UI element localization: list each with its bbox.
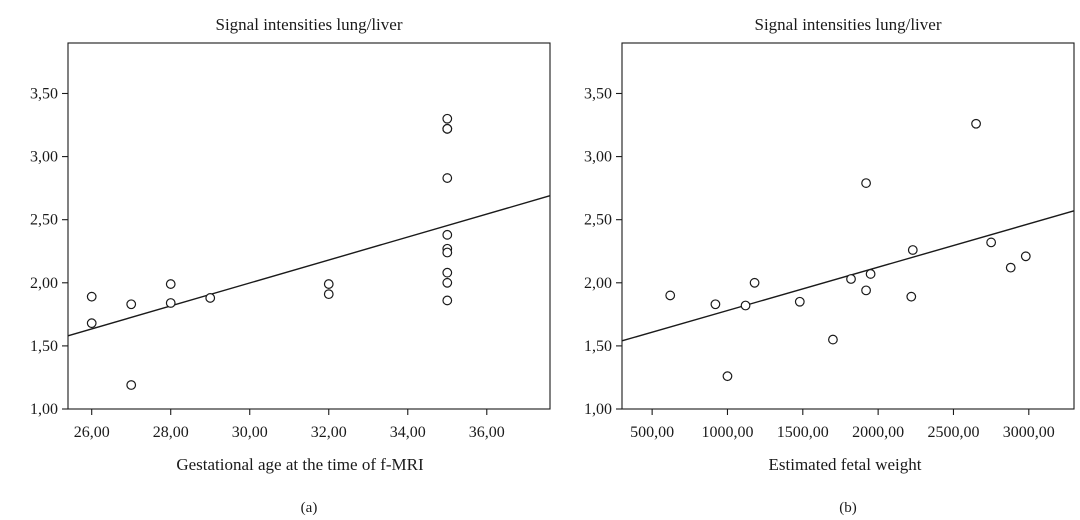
y-tick-label-b: 3,00 <box>584 149 612 166</box>
x-tick-label-b: 2000,00 <box>852 424 904 441</box>
x-tick-label-b: 2500,00 <box>927 424 979 441</box>
y-tick-label-a: 3,00 <box>30 149 58 166</box>
y-tick-label-a: 1,00 <box>30 401 58 418</box>
data-point-a <box>165 298 176 308</box>
y-axis-a: 1,00 1,50 2,00 2,50 3,00 3,50 <box>30 85 68 418</box>
data-point-a <box>442 267 453 278</box>
data-point-a <box>442 123 453 134</box>
x-axis-b: 500,00 1000,00 1500,00 2000,00 2500,00 3000,0… <box>630 409 1055 441</box>
data-point-b <box>710 299 721 310</box>
y-tick-label-b: 2,50 <box>584 212 612 229</box>
x-tick-label-a: 36,00 <box>469 424 505 441</box>
y-tick-label-b: 1,00 <box>584 401 612 418</box>
panel-label-b: (b) <box>839 500 857 516</box>
data-point-a <box>442 247 453 258</box>
data-point-b <box>1020 251 1031 262</box>
data-point-a <box>442 113 453 124</box>
scatter-panel-a: Signal intensities lung/liver 1,00 1,50 2,… <box>30 15 551 516</box>
data-point-a <box>323 279 334 289</box>
data-point-b <box>828 334 838 345</box>
x-tick-label-a: 34,00 <box>390 424 426 441</box>
x-tick-label-a: 26,00 <box>74 424 110 441</box>
data-point-b <box>971 118 981 129</box>
y-tick-label-b: 3,50 <box>584 85 612 102</box>
plot-area-b <box>621 42 1075 410</box>
data-points-a <box>86 113 453 390</box>
data-point-a <box>323 289 334 300</box>
chart-title-a: Signal intensities lung/liver <box>216 15 403 34</box>
data-point-b <box>722 371 733 382</box>
panel-label-a: (a) <box>301 500 318 516</box>
data-point-a <box>442 295 453 306</box>
scatter-panel-b: Signal intensities lung/liver 1,00 1,50 2,… <box>584 15 1075 516</box>
x-tick-label-a: 30,00 <box>232 424 268 441</box>
data-point-b <box>906 291 917 302</box>
data-point-b <box>794 296 805 307</box>
data-point-b <box>665 290 676 301</box>
y-tick-label-a: 1,50 <box>30 338 58 355</box>
chart-title-b: Signal intensities lung/liver <box>755 15 942 34</box>
data-point-a <box>205 293 216 303</box>
data-point-a <box>165 279 176 289</box>
x-tick-label-a: 32,00 <box>311 424 347 441</box>
x-tick-label-b: 500,00 <box>630 424 674 441</box>
x-axis-a: 26,00 28,00 30,00 32,00 34,00 36,00 <box>74 409 505 441</box>
y-tick-label-a: 3,50 <box>30 85 58 102</box>
y-tick-label-a: 2,00 <box>30 275 58 292</box>
regression-line-a <box>67 195 551 337</box>
data-point-a <box>86 291 97 302</box>
y-tick-label-b: 2,00 <box>584 275 612 292</box>
data-point-b <box>861 178 871 188</box>
data-point-b <box>749 277 760 288</box>
y-tick-label-b: 1,50 <box>584 338 612 355</box>
data-point-b <box>907 245 918 255</box>
data-point-a <box>126 380 137 390</box>
data-point-b <box>865 269 876 279</box>
data-point-a <box>442 229 453 240</box>
x-tick-label-b: 1000,00 <box>701 424 753 441</box>
x-axis-label-a: Gestational age at the time of f-MRI <box>176 455 424 474</box>
x-tick-label-b: 1500,00 <box>777 424 829 441</box>
plot-area-a <box>67 42 551 410</box>
data-point-b <box>846 274 856 284</box>
x-tick-label-a: 28,00 <box>153 424 189 441</box>
data-points-b <box>665 118 1031 382</box>
data-point-a <box>86 318 97 329</box>
y-tick-label-a: 2,50 <box>30 212 58 229</box>
x-axis-label-b: Estimated fetal weight <box>769 455 922 474</box>
x-tick-label-b: 3000,00 <box>1003 424 1055 441</box>
y-axis-b: 1,00 1,50 2,00 2,50 3,00 3,50 <box>584 85 622 418</box>
data-point-a <box>442 277 453 288</box>
data-point-b <box>861 285 871 296</box>
data-point-b <box>740 300 751 311</box>
data-point-a <box>126 299 137 310</box>
data-point-b <box>1005 262 1016 273</box>
data-point-a <box>442 173 453 183</box>
data-point-b <box>986 237 997 248</box>
